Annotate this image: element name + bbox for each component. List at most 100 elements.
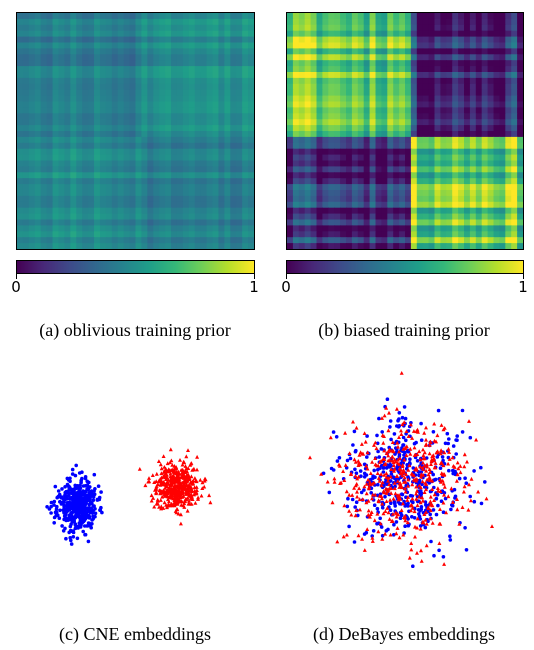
- scatter-point-red: [415, 452, 420, 456]
- scatter-point-red: [428, 478, 433, 482]
- heatmap-cell: [464, 113, 471, 120]
- heatmap-cell: [369, 13, 377, 20]
- heatmap-cell: [357, 101, 365, 108]
- heatmap-cell: [206, 101, 214, 108]
- heatmap-cell: [428, 119, 436, 126]
- heatmap-cell: [28, 30, 36, 38]
- heatmap-cell: [375, 66, 382, 73]
- heatmap-cell: [117, 107, 125, 114]
- heatmap-cell: [52, 101, 60, 108]
- scatter-point-red: [161, 506, 166, 510]
- heatmap-cell: [387, 113, 394, 120]
- scatter-point-blue: [460, 430, 465, 434]
- heatmap-cell: [351, 207, 359, 215]
- heatmap-cell: [141, 184, 148, 191]
- heatmap-cell: [230, 42, 237, 49]
- scatter-point-blue: [83, 516, 88, 521]
- heatmap-cell: [322, 207, 329, 215]
- heatmap-cell: [499, 72, 506, 79]
- heatmap-cell: [58, 184, 65, 191]
- heatmap-cell: [499, 178, 506, 185]
- heatmap-cell: [511, 160, 518, 167]
- heatmap-cell: [334, 131, 341, 138]
- heatmap-cell: [34, 166, 42, 173]
- heatmap-cell: [94, 243, 101, 249]
- heatmap-cell: [76, 166, 83, 173]
- heatmap-cell: [304, 36, 312, 44]
- heatmap-cell: [165, 178, 172, 185]
- heatmap-cell: [99, 172, 107, 179]
- scatter-point-blue: [452, 487, 457, 492]
- heatmap-cell: [218, 195, 225, 203]
- heatmap-cell: [493, 89, 500, 97]
- scatter-point-red: [188, 461, 193, 466]
- heatmap-cell: [147, 113, 154, 120]
- heatmap-cell: [298, 48, 306, 55]
- heatmap-cell: [218, 48, 225, 55]
- heatmap-cell: [159, 142, 166, 150]
- scatter-point-blue: [383, 494, 387, 499]
- scatter-point-red: [151, 496, 156, 500]
- heatmap-cell: [434, 119, 441, 126]
- scatter-point-red: [379, 496, 384, 501]
- heatmap-cell: [464, 36, 471, 44]
- heatmap-cell: [28, 36, 36, 44]
- heatmap-cell: [165, 166, 172, 173]
- heatmap-cell: [363, 136, 371, 144]
- scatter-point-red: [160, 494, 165, 499]
- scatter-point-red: [441, 427, 446, 432]
- heatmap-cell: [375, 178, 382, 185]
- heatmap-cell: [422, 207, 430, 215]
- heatmap-cell: [487, 77, 495, 85]
- heatmap-cell: [70, 125, 77, 132]
- heatmap-cell: [393, 190, 400, 197]
- heatmap-cell: [171, 231, 178, 238]
- heatmap-cell: [176, 42, 184, 49]
- heatmap-cell: [165, 154, 172, 162]
- heatmap-cell: [236, 89, 243, 97]
- scatter-point-blue: [73, 486, 77, 490]
- heatmap-cell: [188, 231, 196, 238]
- heatmap-cell: [88, 89, 95, 97]
- heatmap-cell: [487, 119, 495, 126]
- heatmap-cell: [165, 131, 172, 138]
- heatmap-cell: [28, 201, 36, 209]
- heatmap-cell: [292, 237, 300, 244]
- heatmap-cell: [381, 136, 388, 144]
- scatter-point-blue: [77, 491, 81, 496]
- heatmap-cell: [17, 231, 24, 238]
- heatmap-cell: [58, 243, 65, 249]
- heatmap-cell: [111, 207, 119, 215]
- heatmap-cell: [292, 60, 300, 67]
- caption-b: (b) biased training prior: [318, 320, 490, 340]
- heatmap-cell: [452, 142, 459, 150]
- heatmap-cell: [17, 207, 24, 215]
- scatter-point-red: [189, 502, 194, 506]
- heatmap-cell: [434, 131, 441, 138]
- heatmap-cell: [40, 237, 48, 244]
- heatmap-cell: [242, 172, 249, 179]
- heatmap-cell: [375, 77, 382, 85]
- heatmap-cell: [328, 42, 335, 49]
- heatmap-cell: [135, 13, 143, 20]
- heatmap-cell: [369, 166, 377, 173]
- heatmap-cell: [141, 243, 148, 249]
- heatmap-cell: [310, 219, 318, 226]
- heatmap-cell: [422, 172, 430, 179]
- heatmap-cell: [206, 48, 214, 55]
- scatter-point-red: [420, 479, 425, 484]
- heatmap-cell: [200, 172, 208, 179]
- heatmap-cell: [469, 231, 477, 238]
- heatmap-cell: [517, 125, 523, 132]
- heatmap-cell: [298, 131, 306, 138]
- heatmap-cell: [511, 201, 518, 209]
- scatter-point-blue: [358, 469, 363, 473]
- heatmap-cell: [387, 119, 394, 126]
- heatmap-cell: [194, 237, 202, 244]
- heatmap-cell: [310, 18, 318, 26]
- scatter-point-red: [168, 471, 173, 476]
- heatmap-cell: [248, 219, 254, 226]
- heatmap-cell: [393, 60, 400, 67]
- heatmap-cell: [310, 83, 318, 91]
- heatmap-cell: [493, 154, 500, 162]
